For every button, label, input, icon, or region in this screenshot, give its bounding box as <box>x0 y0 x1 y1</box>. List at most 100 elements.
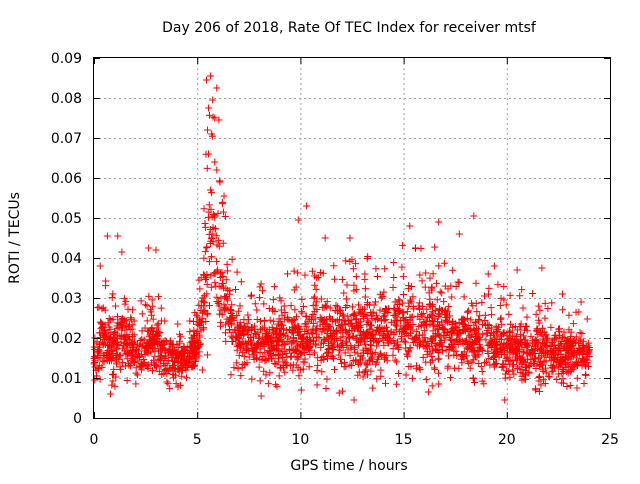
data-point <box>112 302 120 310</box>
data-point <box>203 351 211 359</box>
data-point <box>294 216 302 224</box>
data-point <box>349 311 357 319</box>
data-point <box>341 321 349 329</box>
data-point <box>331 366 339 374</box>
data-point <box>485 354 493 362</box>
data-point <box>283 361 291 369</box>
data-point <box>174 320 182 328</box>
data-point <box>474 325 482 333</box>
data-point <box>490 352 498 360</box>
data-point <box>166 385 174 393</box>
data-point <box>138 310 146 318</box>
data-point <box>469 302 477 310</box>
data-point <box>504 353 512 361</box>
data-point <box>255 335 263 343</box>
data-point <box>142 344 150 352</box>
data-point <box>361 293 369 301</box>
data-point <box>247 291 255 299</box>
data-point <box>299 303 307 311</box>
data-point <box>552 334 560 342</box>
data-point <box>201 223 209 231</box>
data-point <box>506 373 514 381</box>
data-point <box>488 344 496 352</box>
data-point <box>367 309 375 317</box>
data-point <box>532 365 540 373</box>
data-point <box>222 337 230 345</box>
data-point <box>321 320 329 328</box>
data-point <box>377 294 385 302</box>
data-point <box>387 318 395 326</box>
data-point <box>299 365 307 373</box>
data-point <box>94 304 102 312</box>
data-point <box>471 379 479 387</box>
data-point <box>279 354 287 362</box>
data-point <box>227 332 235 340</box>
data-point <box>403 350 411 358</box>
data-point <box>289 366 297 374</box>
data-point <box>275 372 283 380</box>
data-point <box>202 317 210 325</box>
data-point <box>317 338 325 346</box>
data-point <box>545 353 553 361</box>
data-point <box>467 333 475 341</box>
data-point <box>426 274 434 282</box>
data-point <box>219 273 227 281</box>
data-point <box>390 258 398 266</box>
data-point <box>139 361 147 369</box>
data-point <box>157 304 165 312</box>
data-point <box>355 301 363 309</box>
data-point <box>448 293 456 301</box>
data-point <box>128 341 136 349</box>
x-tick-label: 10 <box>291 432 309 448</box>
data-point <box>313 366 321 374</box>
data-point <box>280 358 288 366</box>
data-point <box>364 253 372 261</box>
data-point <box>222 293 230 301</box>
data-point <box>430 364 438 372</box>
data-point <box>541 314 549 322</box>
data-point <box>341 349 349 357</box>
data-point <box>276 317 284 325</box>
data-point <box>157 341 165 349</box>
data-point <box>381 265 389 273</box>
data-point <box>304 338 312 346</box>
axis-ticks <box>94 58 611 419</box>
data-point <box>440 259 448 267</box>
data-point <box>141 301 149 309</box>
y-tick-label: 0.06 <box>51 171 82 187</box>
data-point <box>523 313 531 321</box>
data-point <box>551 351 559 359</box>
data-point <box>100 358 108 366</box>
data-point <box>110 365 118 373</box>
data-point <box>256 349 264 357</box>
data-point <box>207 283 215 291</box>
data-point <box>281 368 289 376</box>
data-point <box>301 320 309 328</box>
data-point <box>496 302 504 310</box>
data-point <box>294 364 302 372</box>
data-point <box>538 264 546 272</box>
data-point <box>498 346 506 354</box>
data-point <box>367 355 375 363</box>
data-point <box>223 260 231 268</box>
data-point <box>321 302 329 310</box>
data-point <box>149 343 157 351</box>
data-point <box>478 377 486 385</box>
data-point <box>96 349 104 357</box>
data-point <box>307 338 315 346</box>
data-point <box>137 362 145 370</box>
data-point <box>172 353 180 361</box>
data-point <box>130 331 138 339</box>
data-point <box>191 309 199 317</box>
data-point <box>192 346 200 354</box>
data-point <box>314 361 322 369</box>
data-point <box>530 346 538 354</box>
data-point <box>115 320 123 328</box>
data-point <box>237 278 245 286</box>
data-point <box>500 296 508 304</box>
data-point <box>203 280 211 288</box>
data-point <box>242 327 250 335</box>
data-point <box>532 341 540 349</box>
data-point <box>109 290 117 298</box>
data-point <box>541 341 549 349</box>
